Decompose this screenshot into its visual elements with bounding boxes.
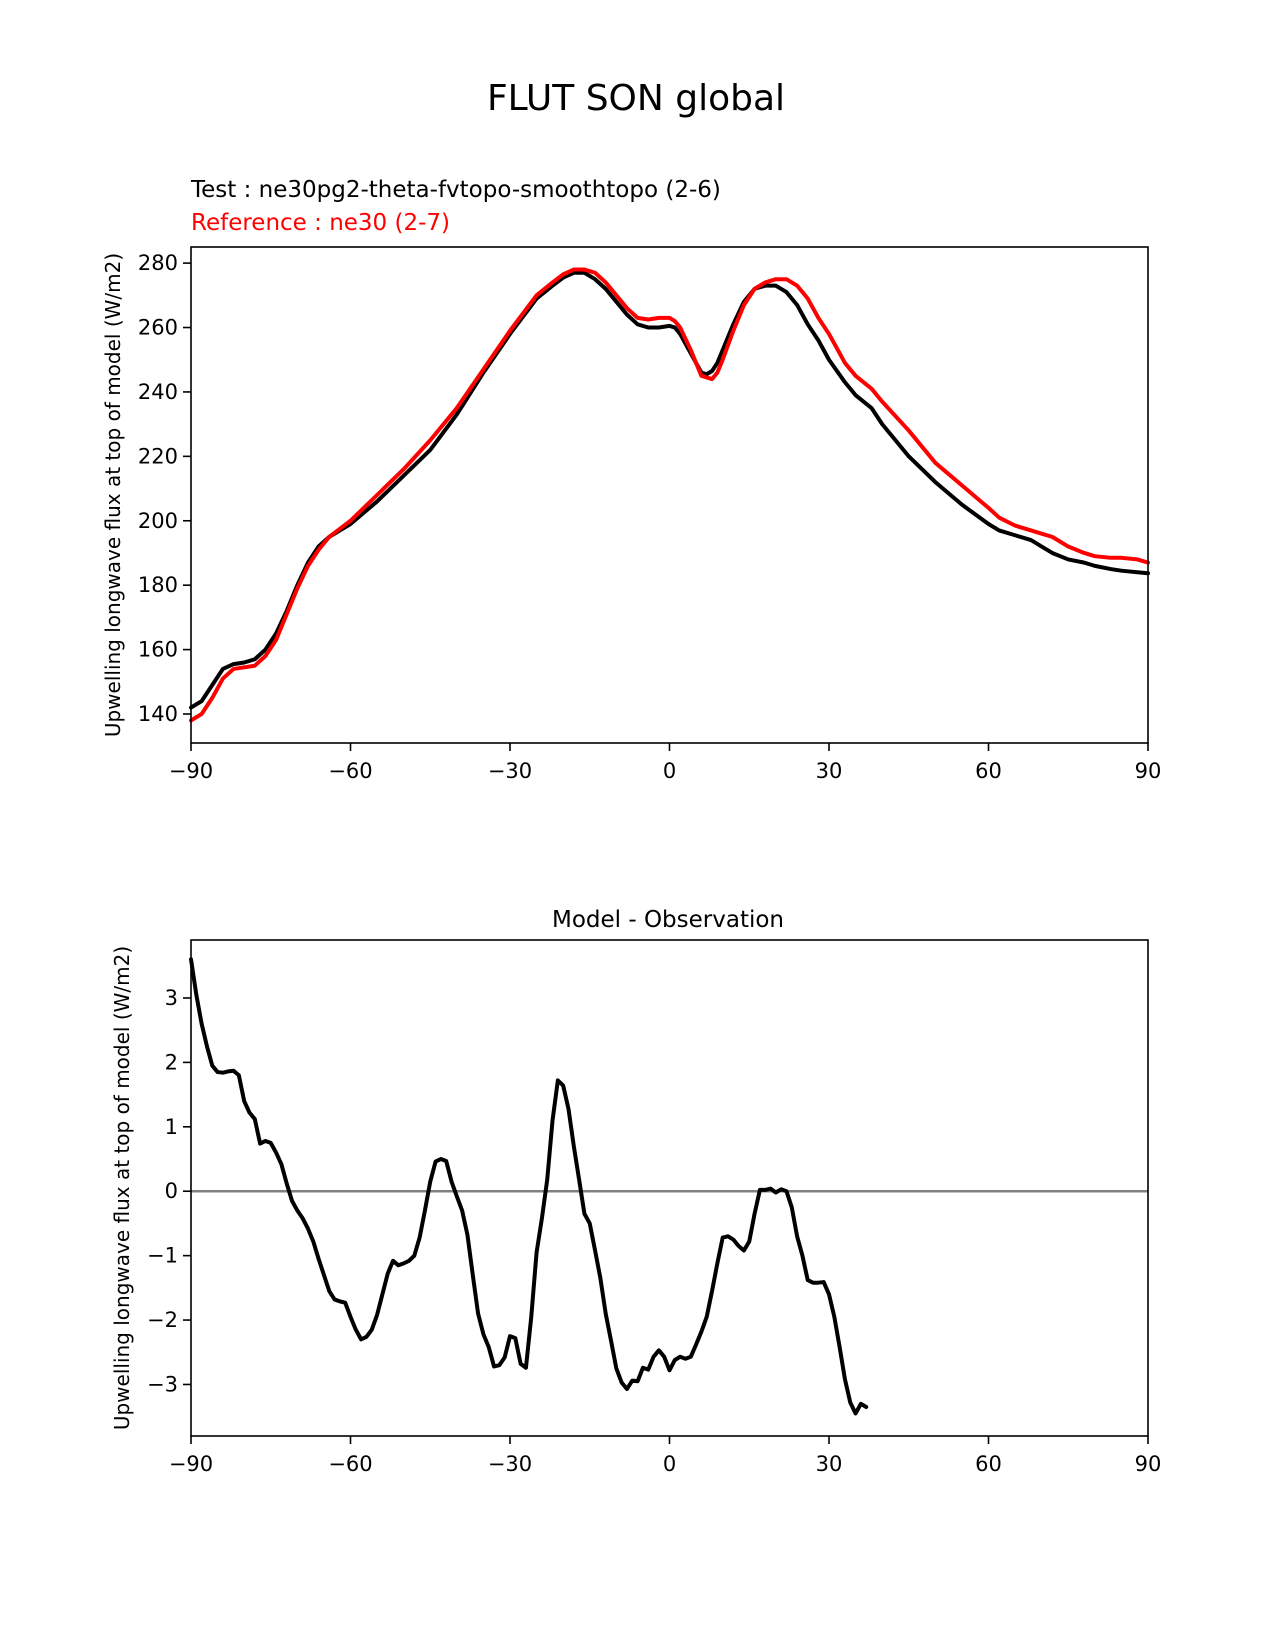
y-tick-label: 140: [138, 702, 178, 726]
x-tick-label: −60: [328, 759, 372, 783]
y-tick-label: 180: [138, 573, 178, 597]
y-tick-label: 3: [165, 986, 178, 1010]
test-label: Test : ne30pg2-theta-fvtopo-smoothtopo (…: [190, 177, 721, 203]
x-tick-label: −30: [488, 759, 532, 783]
y-tick-label: 200: [138, 509, 178, 533]
series-line-reference: [189, 267, 1150, 723]
figure-title: FLUT SON global: [487, 78, 785, 119]
axes-frame: [190, 246, 1149, 744]
series-line-model-observation: [189, 957, 869, 1416]
x-tick-label: 60: [975, 1452, 1002, 1476]
series-line-test: [189, 270, 1150, 710]
x-tick-label: −60: [328, 1452, 372, 1476]
y-tick-label: 160: [138, 638, 178, 662]
top-plot-area: −90 −60 −30 0 30 60 90 140 160 180 200 220 240 260 280: [138, 246, 1162, 783]
bottom-title: Model - Observation: [552, 907, 784, 933]
top-chart: Test : ne30pg2-theta-fvtopo-smoothtopo (…: [101, 177, 1161, 783]
y-tick-label: 240: [138, 380, 178, 404]
reference-label: Reference : ne30 (2-7): [191, 210, 450, 236]
x-tick-label: 30: [816, 759, 843, 783]
bottom-chart: Model - Observation Upwelling longwave f…: [110, 907, 1161, 1476]
bottom-plot-area: −90 −60 −30 0 30 60 90 −3 −2 −1 0 1 2 3: [147, 939, 1162, 1476]
x-tick-label: 90: [1135, 1452, 1162, 1476]
y-tick-label: 220: [138, 444, 178, 468]
x-tick-label: 90: [1135, 759, 1162, 783]
x-tick-label: −90: [169, 759, 213, 783]
bottom-ylabel: Upwelling longwave flux at top of model …: [110, 946, 134, 1430]
y-tick-label: 1: [165, 1115, 178, 1139]
x-tick-label: 0: [663, 1452, 676, 1476]
y-tick-label: −2: [147, 1308, 178, 1332]
y-tick-label: 280: [138, 251, 178, 275]
x-tick-label: 30: [816, 1452, 843, 1476]
y-tick-label: 2: [165, 1050, 178, 1074]
x-tick-label: −30: [488, 1452, 532, 1476]
top-ylabel: Upwelling longwave flux at top of model …: [101, 253, 125, 737]
x-tick-label: 0: [663, 759, 676, 783]
y-tick-label: −1: [147, 1244, 178, 1268]
x-tick-label: 60: [975, 759, 1002, 783]
y-tick-label: 260: [138, 316, 178, 340]
axes-frame: [190, 939, 1149, 1437]
y-tick-label: 0: [165, 1179, 178, 1203]
y-tick-label: −3: [147, 1372, 178, 1396]
x-tick-label: −90: [169, 1452, 213, 1476]
